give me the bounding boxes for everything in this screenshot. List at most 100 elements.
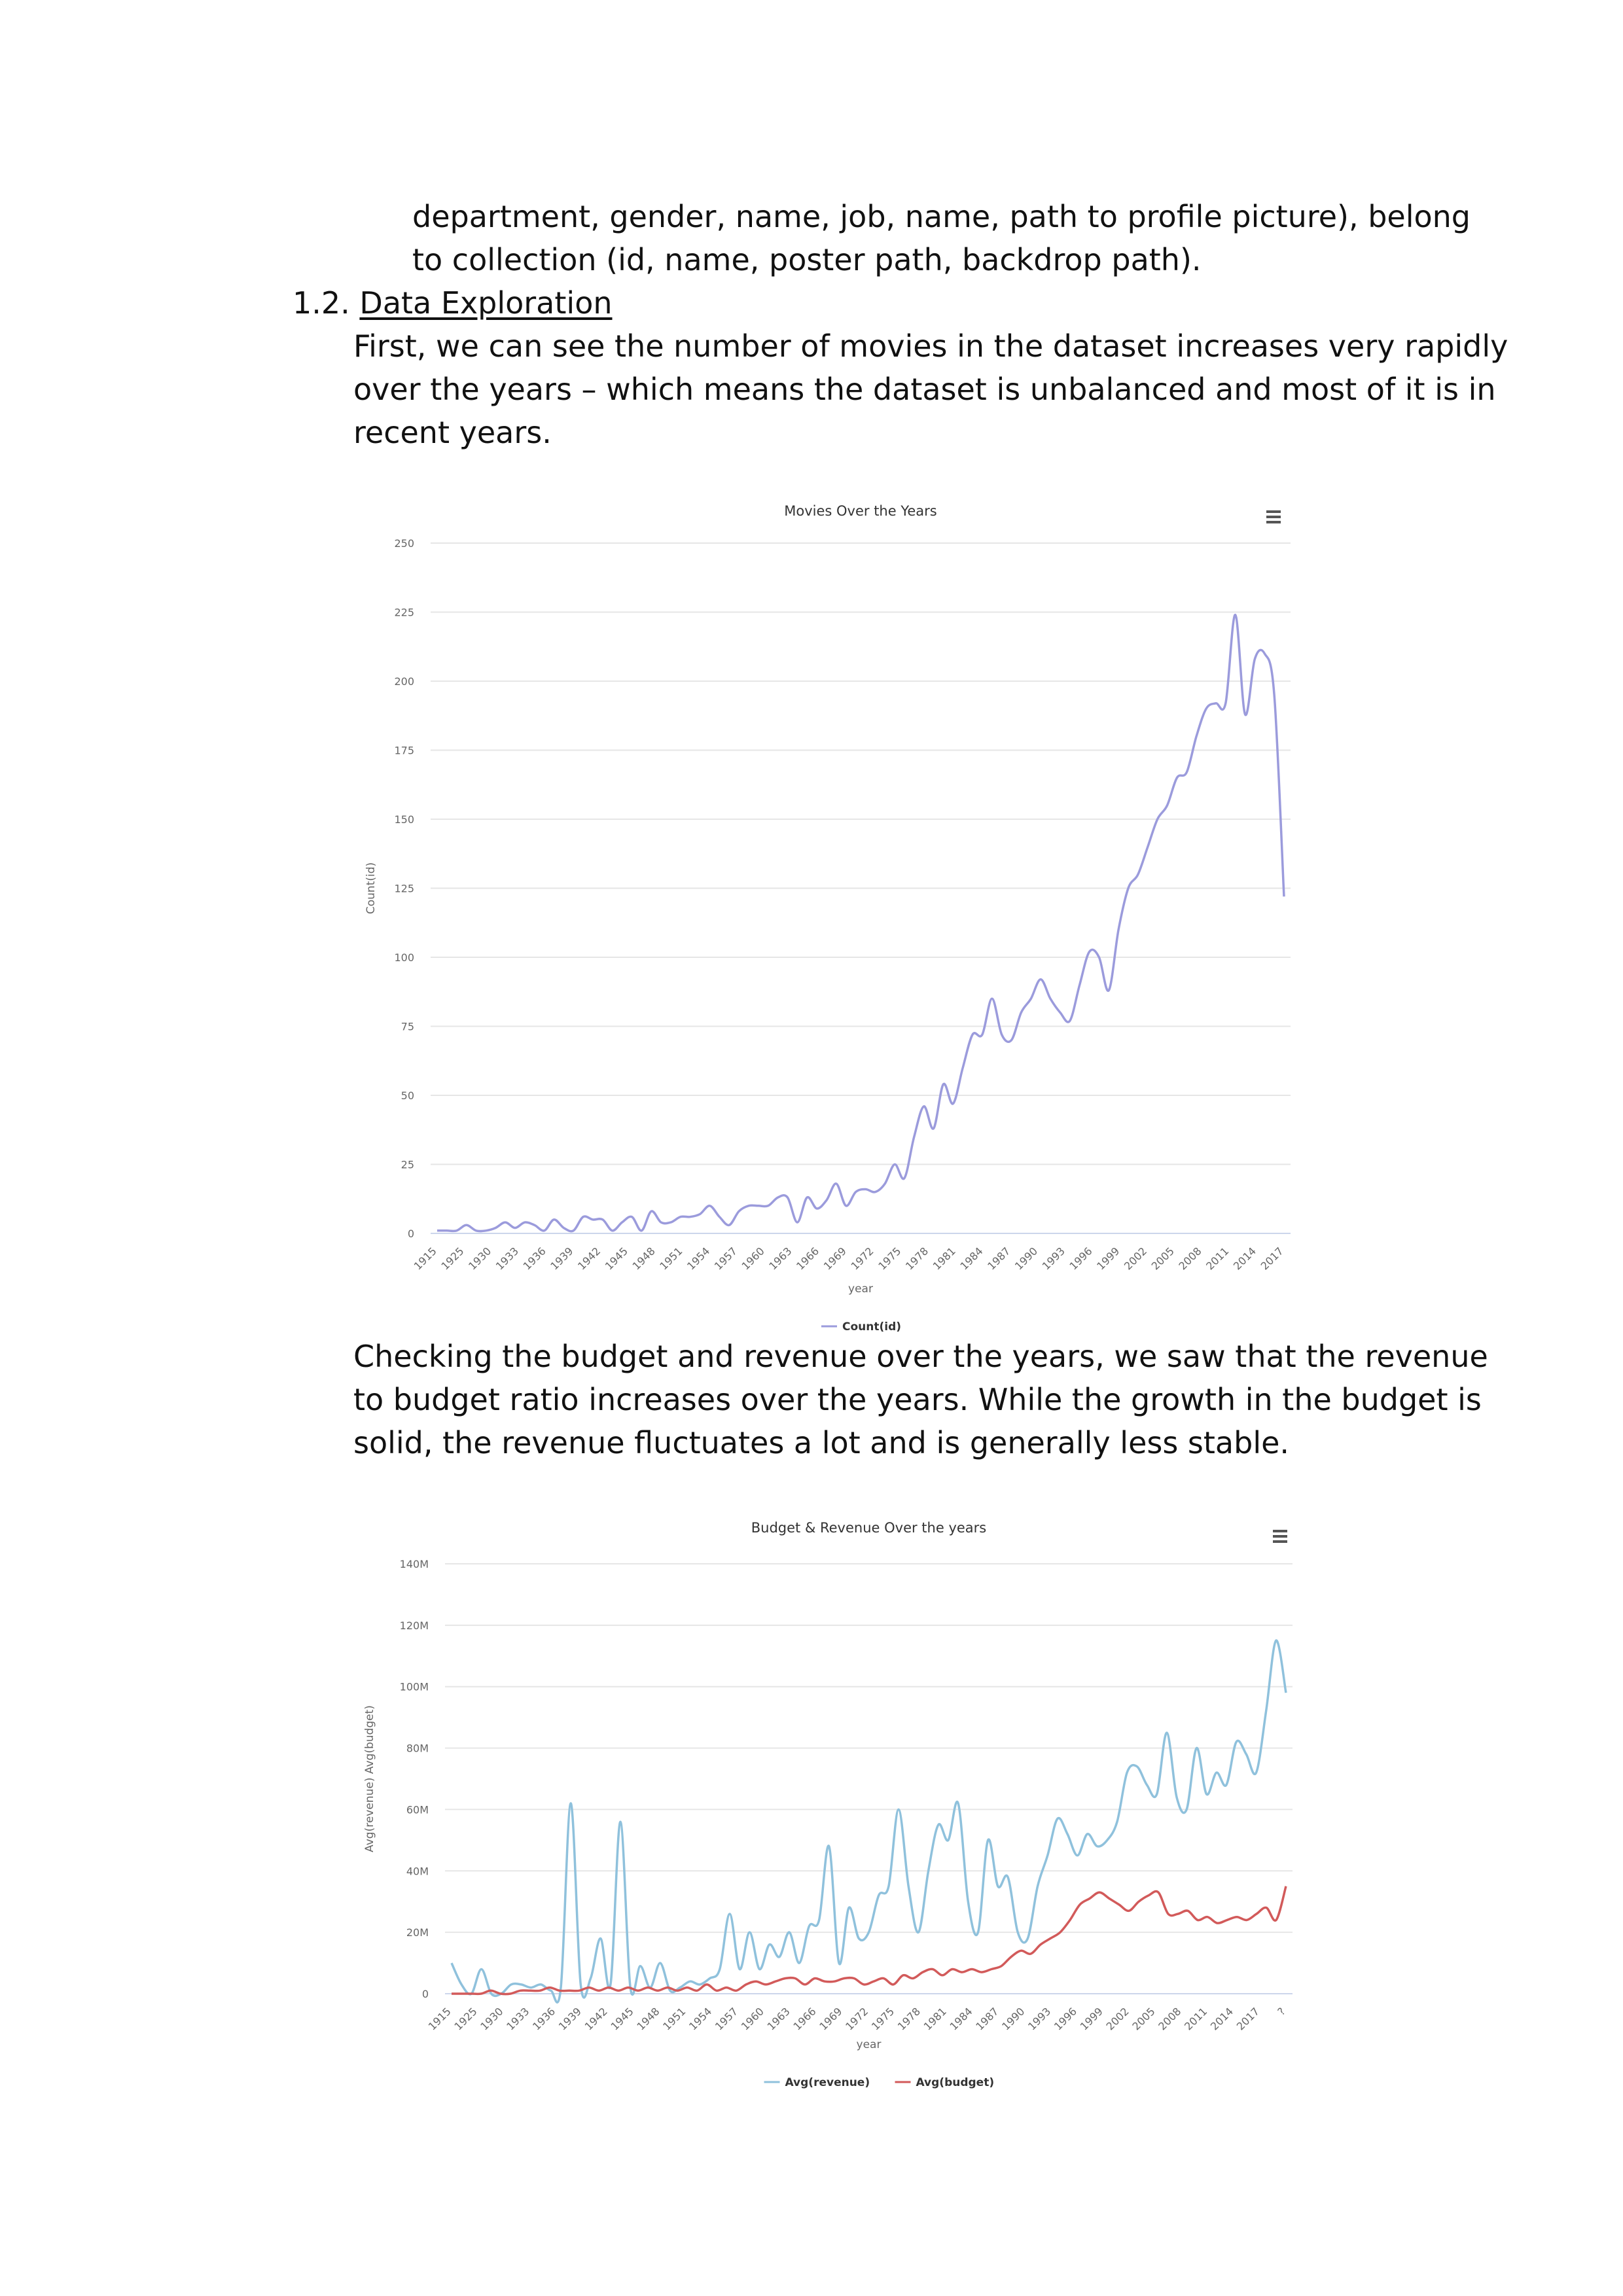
x-tick-label: 1993: [1040, 1245, 1067, 1272]
x-tick-label: 1939: [548, 1245, 575, 1272]
y-tick-label: 40M: [406, 1865, 429, 1877]
x-tick-label: 1996: [1052, 2005, 1079, 2032]
movies-chart-svg: Movies Over the Years 0 25 50 75 100 125 150 175…: [365, 503, 1291, 1333]
x-tick-label: 1999: [1094, 1245, 1122, 1272]
x-tick-label: 1969: [821, 1245, 849, 1272]
para1-line-3: recent years.: [353, 415, 552, 450]
x-tick-label: 2005: [1130, 2005, 1157, 2032]
movies-over-years-chart: Movies Over the Years 0 25 50 75 100 125 150 175…: [353, 487, 1296, 1338]
series-line-2[interactable]: [452, 1886, 1287, 1996]
x-tick-label: 1963: [765, 2005, 793, 2032]
x-tick-label: 1966: [794, 1245, 821, 1272]
section-title: Data Exploration: [359, 285, 613, 321]
x-tick-label: 1990: [999, 2005, 1027, 2032]
chart-title: Movies Over the Years: [784, 503, 937, 519]
x-tick-label: 1930: [478, 2005, 505, 2032]
x-tick-label: 1915: [426, 2005, 454, 2032]
x-tick-label: 1987: [985, 1245, 1012, 1272]
x-tick-label: 2014: [1208, 2005, 1236, 2032]
x-tick-label: 1951: [657, 1245, 685, 1272]
x-tick-label: 1930: [466, 1245, 493, 1272]
para1-line-1: First, we can see the number of movies i…: [353, 328, 1508, 364]
x-axis-label: year: [857, 2038, 882, 2051]
legend-label: Count(id): [842, 1320, 901, 1333]
x-tick-label: 1951: [660, 2005, 688, 2032]
x-tick-label: 2011: [1182, 2005, 1209, 2032]
y-tick-label: 20M: [406, 1926, 429, 1939]
x-tick-label: 1933: [504, 2005, 531, 2032]
y-tick-label: 140M: [400, 1558, 429, 1570]
x-tick-label: 1993: [1026, 2005, 1053, 2032]
x-tick-label: 1972: [848, 1245, 876, 1272]
x-tick-label: 1948: [630, 1245, 658, 1272]
x-tick-label: 1981: [921, 2005, 949, 2032]
x-tick-label: 2014: [1231, 1245, 1258, 1272]
x-tick-label: 1939: [556, 2005, 584, 2032]
hamburger-menu-icon[interactable]: [1266, 510, 1281, 523]
x-tick-label: 1925: [452, 2005, 479, 2032]
y-tick-label: 100: [394, 951, 414, 964]
series-line-1[interactable]: [450, 1639, 1287, 2004]
x-tick-label: 1978: [895, 2005, 923, 2032]
x-tick-label: 2017: [1234, 2005, 1262, 2032]
y-axis-label: Avg(revenue) Avg(budget): [363, 1705, 376, 1852]
budget-revenue-chart: Budget & Revenue Over the years 0 20M 40M 60…: [353, 1498, 1296, 2104]
x-tick-label: 1936: [521, 1245, 548, 1272]
section-heading: 1.2. Data Exploration: [293, 281, 613, 325]
x-tick-label: 1963: [766, 1245, 794, 1272]
x-tick-label: 1990: [1012, 1245, 1040, 1272]
y-tick-label: 50: [401, 1089, 414, 1102]
series-line-1[interactable]: [437, 613, 1285, 1233]
y-tick-label: 0: [408, 1227, 414, 1240]
legend-item[interactable]: Count(id): [821, 1320, 901, 1333]
x-tick-label: 1942: [575, 1245, 603, 1272]
doc-line-1: department, gender, name, job, name, pat…: [412, 199, 1471, 234]
y-tick-label: 25: [401, 1159, 414, 1171]
x-tick-label: 1925: [438, 1245, 466, 1272]
para2-line-1: Checking the budget and revenue over the…: [353, 1339, 1488, 1374]
x-tick-label: 1972: [843, 2005, 870, 2032]
legend-item[interactable]: Avg(revenue): [764, 2076, 870, 2089]
x-tick-label: 1957: [712, 1245, 740, 1272]
budget-revenue-chart-svg: Budget & Revenue Over the years 0 20M 40M 60…: [363, 1520, 1293, 2089]
x-tick-label: 1978: [903, 1245, 931, 1272]
doc-line-2: to collection (id, name, poster path, ba…: [412, 242, 1202, 277]
x-tick-label: 2017: [1258, 1245, 1286, 1272]
x-tick-label: 1948: [634, 2005, 662, 2032]
y-tick-label: 80M: [406, 1742, 429, 1755]
para1-line-2: over the years – which means the dataset…: [353, 372, 1496, 407]
x-tick-label: 1996: [1067, 1245, 1094, 1272]
x-tick-label: 1957: [713, 2005, 740, 2032]
x-tick-label: 1984: [957, 1245, 985, 1272]
x-axis-label: year: [848, 1282, 873, 1296]
x-tick-label: 1987: [973, 2005, 1001, 2032]
x-tick-label: 2002: [1104, 2005, 1132, 2032]
section-number: 1.2.: [293, 285, 350, 321]
x-tick-label: 1984: [947, 2005, 974, 2032]
x-tick-label: 2005: [1149, 1245, 1177, 1272]
x-tick-label: ?: [1275, 2005, 1287, 2017]
para2-line-2: to budget ratio increases over the years…: [353, 1382, 1482, 1417]
x-tick-label: 1936: [530, 2005, 558, 2032]
y-axis-label: Count(id): [365, 862, 378, 914]
hamburger-menu-icon[interactable]: [1273, 1530, 1287, 1543]
y-tick-label: 125: [394, 883, 414, 895]
x-tick-label: 1975: [869, 2005, 897, 2032]
x-tick-label: 1945: [603, 1245, 630, 1272]
x-tick-label: 2011: [1204, 1245, 1231, 1272]
para2-line-3: solid, the revenue fluctuates a lot and …: [353, 1425, 1290, 1460]
x-tick-label: 1966: [791, 2005, 818, 2032]
x-tick-label: 1969: [817, 2005, 844, 2032]
legend-label: Avg(revenue): [785, 2076, 870, 2089]
y-tick-label: 100M: [400, 1681, 429, 1693]
x-tick-label: 2008: [1176, 1245, 1204, 1272]
legend-item[interactable]: Avg(budget): [895, 2076, 995, 2089]
y-tick-label: 0: [422, 1988, 429, 2000]
x-tick-label: 1960: [740, 1245, 767, 1272]
y-tick-label: 120M: [400, 1619, 429, 1632]
x-tick-label: 1954: [687, 2005, 714, 2032]
y-tick-label: 225: [394, 607, 414, 619]
x-tick-label: 2008: [1156, 2005, 1183, 2032]
y-tick-label: 200: [394, 675, 414, 688]
x-tick-label: 2002: [1122, 1245, 1149, 1272]
